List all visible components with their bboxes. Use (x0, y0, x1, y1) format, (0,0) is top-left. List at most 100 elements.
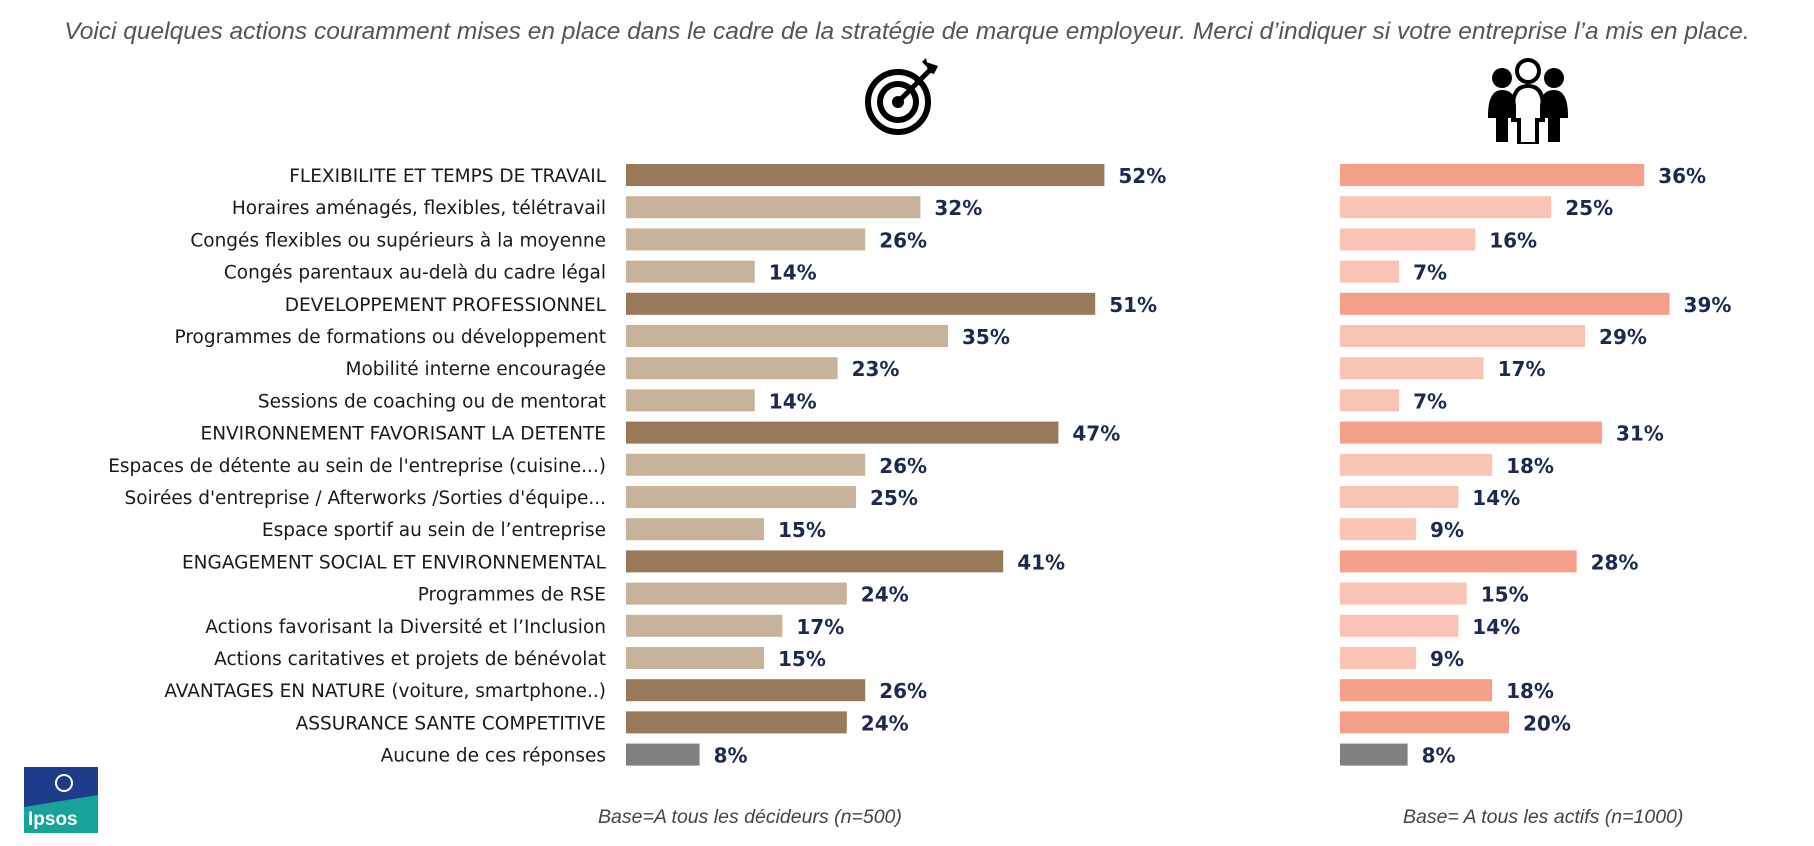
bar-series2-7 (1340, 389, 1400, 412)
base-note-right: Base= A tous les actifs (n=1000) (1403, 806, 1684, 828)
bar-series2-10 (1340, 486, 1459, 508)
value-label: 47% (1072, 422, 1120, 446)
value-label: 26% (879, 228, 927, 252)
value-label: 18% (1506, 454, 1554, 478)
value-label: 26% (879, 679, 927, 703)
bar-series2-4 (1340, 292, 1670, 315)
bar-series1-13 (626, 582, 847, 605)
bar-series2-3 (1340, 260, 1400, 283)
people-group-icon (1488, 58, 1568, 144)
bar-series2-9 (1340, 453, 1493, 476)
value-label: 16% (1489, 228, 1537, 252)
category-label: Mobilité interne encouragée (346, 359, 607, 380)
value-label: 17% (1498, 357, 1546, 381)
value-label: 25% (1565, 196, 1613, 220)
category-label: Congés parentaux au-delà du cadre légal (224, 263, 606, 284)
bar-series1-11 (626, 518, 764, 541)
bar-series1-10 (626, 486, 856, 508)
value-label: 14% (1472, 615, 1520, 639)
value-label: 36% (1658, 164, 1706, 188)
value-label: 14% (769, 261, 817, 285)
value-label: 15% (1481, 583, 1529, 607)
value-label: 15% (778, 647, 826, 671)
bar-series1-8 (626, 421, 1059, 444)
category-label: Congés flexibles ou supérieurs à la moye… (190, 230, 606, 251)
bar-series2-14 (1340, 614, 1459, 637)
value-label: 9% (1430, 647, 1464, 671)
target-icon (865, 58, 938, 135)
bar-series2-2 (1340, 228, 1476, 251)
category-label: ASSURANCE SANTE COMPETITIVE (296, 713, 606, 734)
value-label: 20% (1523, 711, 1571, 735)
value-label: 8% (714, 744, 748, 768)
bar-series1-6 (626, 357, 838, 380)
value-label: 9% (1430, 518, 1464, 542)
bar-series2-15 (1340, 647, 1417, 669)
ipsos-logo: Ipsos (24, 767, 98, 833)
value-label: 32% (934, 196, 982, 220)
value-label: 28% (1591, 550, 1639, 574)
value-label: 8% (1422, 744, 1456, 768)
category-label: Soirées d'entreprise / Afterworks /Sorti… (125, 488, 606, 509)
logo-text: Ipsos (28, 809, 78, 830)
value-label: 35% (962, 325, 1010, 349)
bar-series2-16 (1340, 679, 1493, 702)
category-label: DEVELOPPEMENT PROFESSIONNEL (285, 295, 607, 316)
value-label: 24% (861, 583, 909, 607)
category-label: Aucune de ces réponses (381, 746, 606, 767)
bar-series2-0 (1340, 164, 1645, 186)
base-note-left: Base=A tous les décideurs (n=500) (598, 806, 902, 828)
bar-series1-14 (626, 614, 783, 637)
category-label: ENGAGEMENT SOCIAL ET ENVIRONNEMENTAL (182, 552, 607, 573)
value-label: 26% (879, 454, 927, 478)
category-label: Programmes de RSE (418, 585, 606, 606)
bar-series1-9 (626, 453, 866, 476)
value-label: 17% (796, 615, 844, 639)
value-label: 29% (1599, 325, 1647, 349)
value-label: 14% (1472, 486, 1520, 510)
bar-series1-16 (626, 679, 866, 702)
category-label: Programmes de formations ou développemen… (175, 327, 607, 348)
bar-series2-1 (1340, 196, 1552, 219)
value-label: 51% (1109, 293, 1157, 317)
bar-series2-12 (1340, 550, 1577, 573)
category-label: Actions caritatives et projets de bénévo… (214, 649, 606, 670)
value-label: 25% (870, 486, 918, 510)
bar-series2-11 (1340, 518, 1417, 541)
bar-series1-15 (626, 647, 764, 669)
value-label: 52% (1118, 164, 1166, 188)
category-label: ENVIRONNEMENT FAVORISANT LA DETENTE (201, 424, 607, 445)
bar-series1-1 (626, 196, 921, 219)
value-label: 41% (1017, 550, 1065, 574)
category-label: Horaires aménagés, flexibles, télétravai… (232, 198, 606, 219)
value-label: 23% (852, 357, 900, 381)
bar-series1-12 (626, 550, 1004, 573)
bar-series1-3 (626, 260, 755, 283)
value-label: 15% (778, 518, 826, 542)
bar-series2-8 (1340, 421, 1602, 444)
category-label: Espaces de détente au sein de l'entrepri… (108, 456, 606, 477)
value-label: 24% (861, 711, 909, 735)
category-label: AVANTAGES EN NATURE (voiture, smartphone… (164, 681, 606, 702)
bar-series1-2 (626, 228, 866, 251)
category-label: Espace sportif au sein de l’entreprise (262, 520, 606, 541)
value-label: 14% (769, 389, 817, 413)
value-label: 7% (1413, 389, 1447, 413)
bar-series1-7 (626, 389, 755, 412)
bar-series1-0 (626, 164, 1105, 186)
bar-series1-5 (626, 325, 948, 347)
category-label: Sessions de coaching ou de mentorat (258, 391, 606, 412)
value-label: 18% (1506, 679, 1554, 703)
value-label: 31% (1616, 422, 1664, 446)
value-label: 39% (1684, 293, 1732, 317)
bar-series1-4 (626, 292, 1096, 315)
bar-series2-17 (1340, 711, 1509, 734)
bar-series2-6 (1340, 357, 1484, 380)
category-label: Actions favorisant la Diversité et l’Inc… (205, 617, 606, 638)
value-label: 7% (1413, 261, 1447, 285)
chart-title: Voici quelques actions couramment mises … (64, 18, 1750, 45)
bar-series2-18 (1340, 743, 1408, 766)
category-label: FLEXIBILITE ET TEMPS DE TRAVAIL (289, 166, 606, 187)
bar-series1-18 (626, 743, 700, 766)
